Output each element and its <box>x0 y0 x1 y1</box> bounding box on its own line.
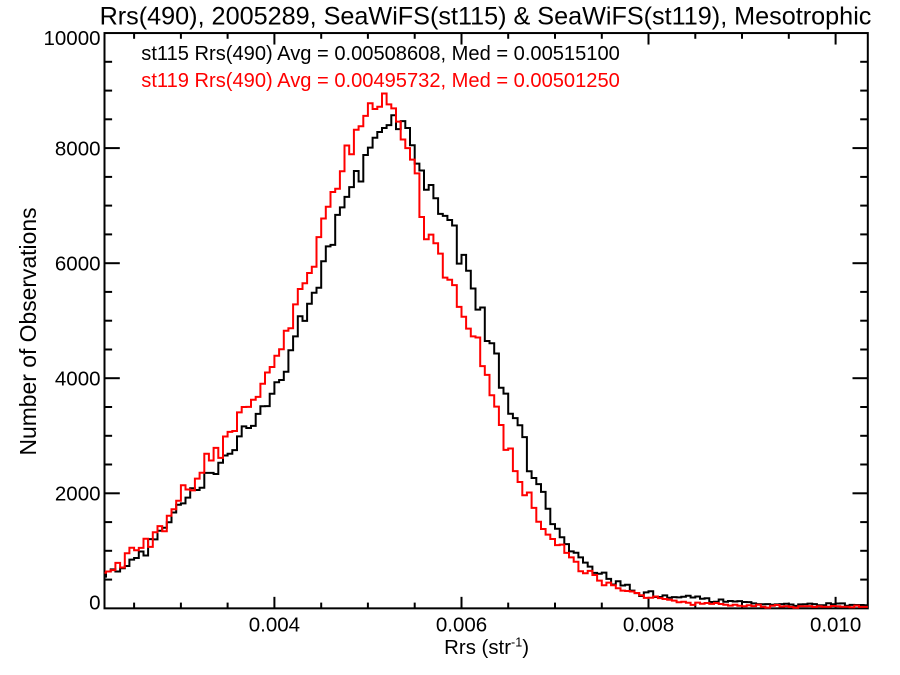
svg-text:st119 Rrs(490) Avg = 0.0049573: st119 Rrs(490) Avg = 0.00495732, Med = 0… <box>141 70 620 92</box>
svg-text:st115 Rrs(490) Avg = 0.0050860: st115 Rrs(490) Avg = 0.00508608, Med = 0… <box>141 43 620 65</box>
svg-text:8000: 8000 <box>55 138 101 161</box>
svg-text:0.010: 0.010 <box>810 614 861 637</box>
svg-text:0: 0 <box>89 592 100 615</box>
svg-text:0.004: 0.004 <box>249 614 300 637</box>
svg-text:0.006: 0.006 <box>436 614 487 637</box>
svg-text:6000: 6000 <box>55 253 101 276</box>
svg-text:Rrs (str-1): Rrs (str-1) <box>444 636 529 660</box>
svg-text:Rrs(490), 2005289, SeaWiFS(st1: Rrs(490), 2005289, SeaWiFS(st115) & SeaW… <box>100 3 872 31</box>
svg-text:Number of Observations: Number of Observations <box>15 207 41 455</box>
svg-text:4000: 4000 <box>55 368 101 391</box>
svg-text:10000: 10000 <box>43 27 100 50</box>
svg-text:0.008: 0.008 <box>623 614 674 637</box>
svg-text:2000: 2000 <box>55 483 101 506</box>
